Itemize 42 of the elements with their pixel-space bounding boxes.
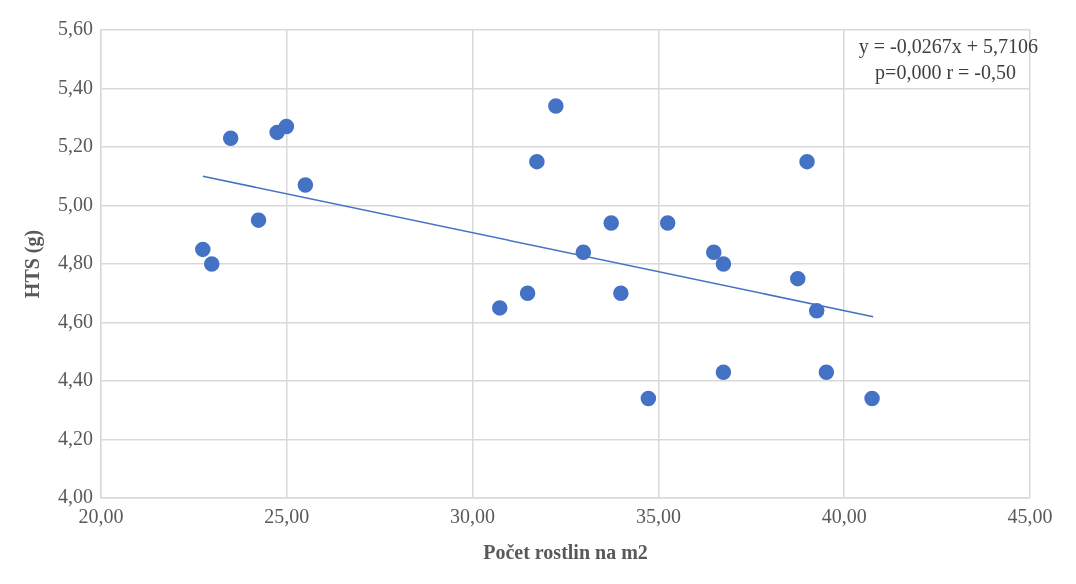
- point: [659, 215, 676, 231]
- point: [575, 244, 592, 261]
- y-tick-label: 5,40: [58, 75, 93, 98]
- y-tick-label: 4,80: [58, 251, 93, 274]
- y-tick-label: 4,40: [58, 368, 93, 391]
- point: [203, 256, 220, 272]
- point: [818, 364, 835, 380]
- point: [864, 390, 880, 407]
- point: [715, 364, 732, 380]
- y-tick-label: 5,20: [58, 134, 93, 157]
- point: [195, 241, 211, 258]
- annotation: p=0,000 r = -0,50: [875, 61, 1016, 85]
- y-tick-label: 5,00: [58, 192, 93, 215]
- y-tick-label: 4,60: [58, 309, 93, 332]
- point: [790, 270, 806, 287]
- y-axis-title: HTS (g): [21, 229, 45, 299]
- y-tick-label: 5,60: [58, 17, 93, 40]
- point: [640, 390, 657, 407]
- point: [250, 212, 267, 228]
- point: [222, 130, 239, 146]
- point: [613, 285, 629, 301]
- point: [715, 256, 732, 272]
- point: [519, 285, 536, 301]
- point: [706, 244, 722, 261]
- y-tick-label: 4,00: [58, 485, 93, 508]
- x-tick-label: 30,00: [450, 505, 496, 528]
- point: [529, 153, 545, 170]
- x-tick-label: 40,00: [821, 505, 867, 528]
- x-tick-label: 25,00: [264, 505, 310, 528]
- x-tick-label: 20,00: [78, 505, 124, 528]
- point: [491, 300, 508, 316]
- x-tick-label: 45,00: [1007, 505, 1053, 528]
- x-axis-title: Počet rostlin na m2: [483, 541, 648, 564]
- point: [799, 153, 815, 170]
- x-tick-label: 35,00: [635, 505, 681, 528]
- point: [808, 303, 825, 319]
- point: [278, 118, 295, 135]
- y-tick-label: 4,20: [58, 426, 93, 449]
- point: [297, 177, 314, 193]
- annotation: y = -0,0267x + 5,7106: [858, 35, 1038, 59]
- point: [603, 215, 619, 231]
- point: [548, 98, 564, 114]
